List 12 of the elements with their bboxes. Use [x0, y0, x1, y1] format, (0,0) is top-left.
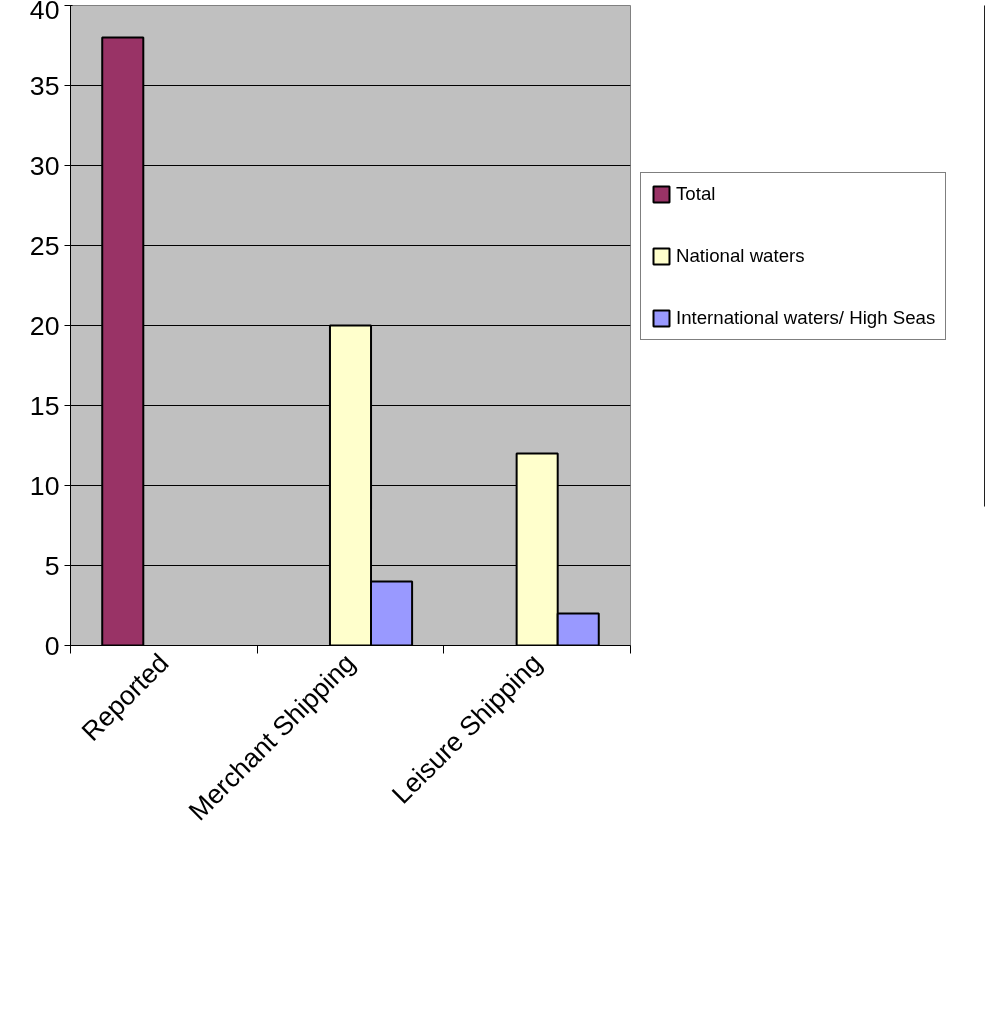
y-tick-label: 15 [29, 390, 60, 421]
legend-label: National waters [676, 244, 805, 267]
legend-label: International waters/ High Seas [676, 306, 936, 329]
y-tick-label: 10 [29, 470, 60, 501]
y-tick-label: 5 [44, 550, 60, 581]
legend-label: Total [676, 182, 716, 205]
y-tick-label: 0 [44, 630, 60, 661]
y-tick-label: 35 [29, 70, 60, 101]
y-tick-label: 30 [29, 150, 60, 181]
y-tick-label: 20 [29, 310, 60, 341]
y-tick-label: 40 [29, 0, 60, 25]
y-tick-label: 25 [29, 230, 60, 261]
